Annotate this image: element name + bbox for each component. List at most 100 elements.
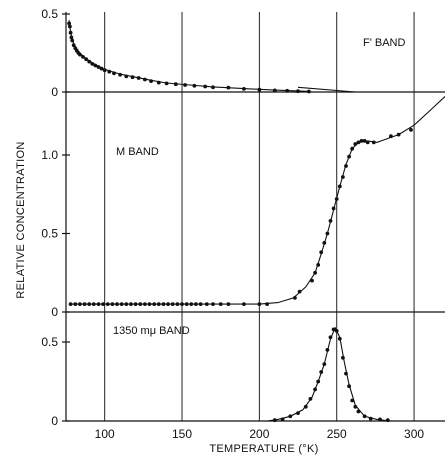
bottom-point-3 (296, 411, 300, 415)
point-layer (67, 21, 413, 423)
top-point-31 (203, 84, 208, 89)
middle-point-59 (396, 132, 401, 137)
middle-point-56 (365, 140, 370, 145)
middle-point-0 (68, 302, 73, 306)
x-tick-label-250: 250 (327, 427, 347, 441)
middle-point-40 (316, 263, 321, 267)
middle-point-49 (344, 164, 348, 168)
top-point-22 (130, 75, 135, 80)
middle-point-55 (362, 139, 367, 143)
band-1350-label: 1350 mμ BAND (113, 325, 190, 337)
top-point-26 (156, 80, 161, 85)
middle-point-2 (78, 302, 82, 306)
top-point-23 (136, 76, 141, 80)
middle-point-7 (101, 302, 105, 306)
middle-point-33 (242, 302, 246, 306)
y-axis-title: RELATIVE CONCENTRATION (15, 141, 27, 298)
middle-point-45 (331, 206, 336, 211)
bottom-point-17 (347, 384, 351, 389)
middle-point-29 (204, 302, 209, 306)
top-point-15 (96, 65, 101, 69)
bottom-point-11 (328, 335, 333, 340)
bottom-point-4 (303, 404, 308, 409)
top-point-13 (90, 62, 95, 66)
middle-point-12 (124, 302, 129, 306)
middle-point-58 (389, 134, 393, 139)
bottom-point-18 (350, 398, 355, 403)
bottom-point-7 (316, 379, 321, 384)
top-point-25 (149, 79, 154, 83)
middle-point-16 (143, 302, 147, 306)
top-point-30 (192, 83, 197, 88)
top-point-4 (70, 38, 75, 43)
middle-point-21 (166, 302, 171, 306)
bottom-point-5 (308, 397, 313, 401)
x-axis-title: TEMPERATURE (°K) (209, 443, 318, 455)
top-point-10 (81, 55, 85, 59)
middle-point-18 (152, 302, 157, 306)
middle-point-20 (161, 302, 166, 306)
middle-point-51 (350, 146, 355, 151)
top-point-2 (68, 30, 73, 35)
middle-point-50 (347, 154, 351, 159)
middle-point-44 (328, 219, 333, 223)
middle-point-37 (297, 289, 302, 294)
middle-point-13 (129, 302, 133, 306)
bottom-point-24 (385, 418, 390, 423)
middle-point-60 (409, 127, 413, 132)
middle-series-curve (70, 95, 445, 305)
middle-point-53 (356, 140, 361, 145)
bottom-point-9 (322, 362, 327, 366)
x-tick-label-100: 100 (95, 427, 115, 441)
top-point-28 (173, 82, 178, 87)
bottom-point-14 (337, 336, 342, 341)
middle-point-34 (257, 302, 262, 306)
bottom-point-15 (341, 355, 345, 360)
bottom-point-16 (344, 371, 348, 376)
top-point-38 (296, 89, 300, 94)
middle-point-35 (265, 302, 269, 306)
middle-point-1 (73, 302, 78, 306)
middle-point-36 (293, 296, 297, 300)
top-series-extension (297, 86, 356, 93)
fprime-band-label: F' BAND (363, 37, 405, 49)
top-point-14 (93, 63, 98, 68)
middle-point-32 (226, 302, 231, 306)
bottom-point-19 (353, 404, 358, 409)
top-point-17 (102, 68, 107, 73)
top-point-0 (67, 21, 71, 26)
bottom-point-12 (331, 327, 336, 332)
top-point-11 (84, 57, 88, 62)
top-point-5 (71, 43, 76, 48)
top-point-35 (257, 87, 262, 92)
bottom-point-2 (288, 414, 293, 419)
frame-layer (65, 12, 445, 422)
x-tick-label-300: 300 (404, 427, 424, 441)
middle-point-54 (359, 139, 364, 143)
top-point-39 (307, 89, 311, 94)
middle-point-6 (96, 302, 101, 306)
top-point-21 (124, 74, 129, 79)
curve-layer (68, 20, 445, 422)
bottom-point-13 (334, 329, 339, 333)
bottom-point-6 (313, 387, 317, 392)
top-point-37 (285, 88, 290, 93)
middle-point-14 (133, 302, 138, 306)
middle-point-15 (138, 302, 143, 306)
x-tick-label-200: 200 (249, 427, 269, 441)
bottom-point-20 (356, 409, 361, 414)
top-point-27 (164, 81, 169, 86)
middle-point-43 (325, 231, 330, 236)
bottom-y-tick-label-0: 0 (51, 414, 58, 428)
top-point-1 (68, 24, 72, 29)
middle-point-11 (119, 302, 124, 306)
middle-point-8 (105, 302, 110, 306)
bottom-point-23 (378, 417, 382, 422)
middle-point-46 (334, 197, 339, 201)
middle-point-23 (175, 302, 180, 306)
middle-point-47 (337, 184, 342, 189)
middle-point-31 (218, 302, 223, 306)
top-point-34 (242, 87, 246, 91)
middle-point-17 (147, 302, 152, 306)
middle-y-tick-label-0: 0 (51, 305, 58, 319)
